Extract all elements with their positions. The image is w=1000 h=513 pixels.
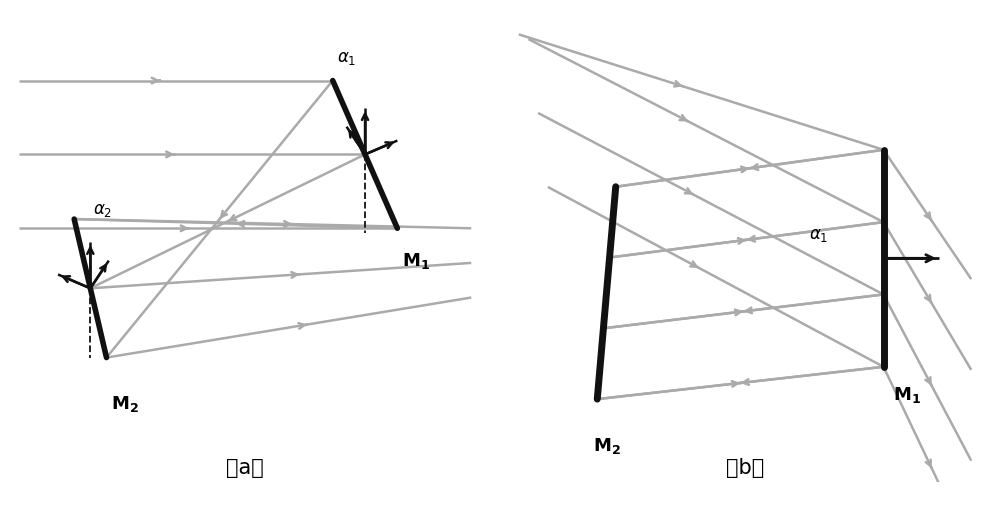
Text: $\mathbf{M_2}$: $\mathbf{M_2}$	[593, 436, 620, 456]
Text: $\alpha_2$: $\alpha_2$	[93, 201, 112, 219]
Text: （a）: （a）	[226, 458, 264, 478]
Text: $\alpha_1$: $\alpha_1$	[337, 49, 357, 67]
Text: $\alpha_1$: $\alpha_1$	[809, 226, 828, 244]
Text: （b）: （b）	[726, 458, 764, 478]
Text: $\mathbf{M_2}$: $\mathbf{M_2}$	[111, 394, 139, 415]
Text: $\mathbf{M_1}$: $\mathbf{M_1}$	[893, 385, 921, 405]
Text: $\mathbf{M_1}$: $\mathbf{M_1}$	[402, 251, 430, 271]
